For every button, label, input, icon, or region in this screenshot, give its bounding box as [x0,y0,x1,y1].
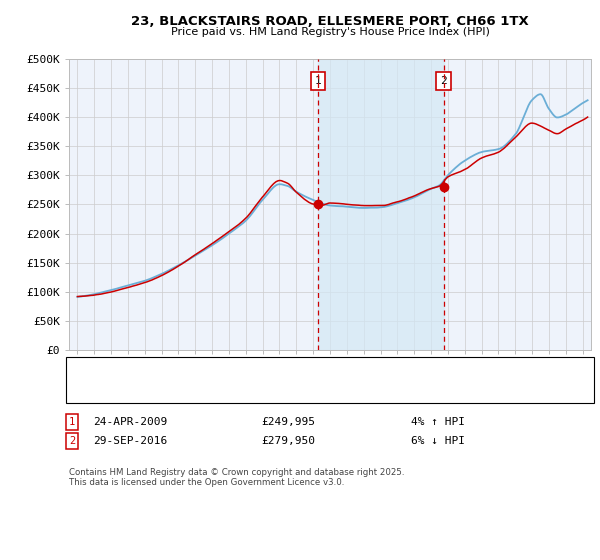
Text: 2: 2 [440,76,447,86]
Bar [318,59,443,350]
Text: 1: 1 [69,417,75,427]
Text: 24-APR-2009: 24-APR-2009 [93,417,167,427]
Text: 6% ↓ HPI: 6% ↓ HPI [411,436,465,446]
Text: ——: —— [75,365,100,377]
Text: Price paid vs. HM Land Registry's House Price Index (HPI): Price paid vs. HM Land Registry's House … [170,27,490,37]
Text: 23, BLACKSTAIRS ROAD, ELLESMERE PORT, CH66 1TX (detached house): 23, BLACKSTAIRS ROAD, ELLESMERE PORT, CH… [108,366,460,376]
Text: 29-SEP-2016: 29-SEP-2016 [93,436,167,446]
Text: ——: —— [75,383,100,396]
Text: £249,995: £249,995 [261,417,315,427]
Text: 2: 2 [69,436,75,446]
Text: 1: 1 [315,76,322,86]
Text: 23, BLACKSTAIRS ROAD, ELLESMERE PORT, CH66 1TX: 23, BLACKSTAIRS ROAD, ELLESMERE PORT, CH… [131,15,529,27]
Text: 4% ↑ HPI: 4% ↑ HPI [411,417,465,427]
Text: HPI: Average price, detached house, Cheshire West and Chester: HPI: Average price, detached house, Ches… [108,385,421,394]
Text: £279,950: £279,950 [261,436,315,446]
Text: Contains HM Land Registry data © Crown copyright and database right 2025.
This d: Contains HM Land Registry data © Crown c… [69,468,404,487]
